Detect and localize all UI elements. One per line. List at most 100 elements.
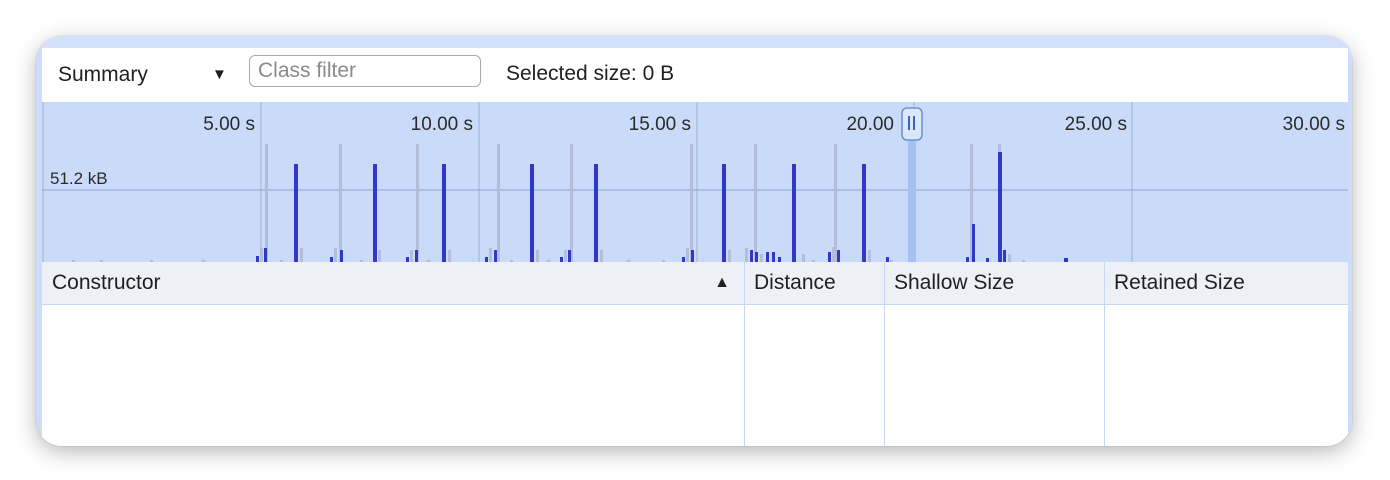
selection-range-bar [908, 140, 916, 262]
panel-right-edge [1348, 36, 1352, 446]
allocated-bar [972, 224, 975, 262]
column-header-retained-size[interactable]: Retained Size [1104, 262, 1348, 304]
column-divider[interactable] [744, 262, 745, 446]
column-header-distance[interactable]: Distance [744, 262, 884, 304]
column-label: Shallow Size [894, 271, 1015, 294]
allocated-bar [594, 164, 598, 262]
allocation-timeline-overview[interactable]: 5.00 s 10.00 s 15.00 s 20.00 25.00 s 30.… [42, 102, 1348, 262]
allocated-bar [998, 152, 1002, 262]
allocated-bar [837, 250, 840, 262]
allocated-bar [373, 164, 377, 262]
allocated-bar [986, 258, 989, 262]
allocated-bar [340, 250, 343, 262]
freed-bar [378, 250, 381, 262]
allocated-bar [828, 252, 831, 262]
freed-bar [265, 144, 268, 262]
allocated-bar [485, 257, 488, 262]
freed-bar [100, 260, 103, 262]
freed-bar [300, 248, 303, 262]
allocated-bar [766, 252, 769, 262]
column-divider[interactable] [1104, 262, 1105, 446]
freed-bar [1008, 254, 1011, 262]
triangle-up-icon[interactable]: ▲ [714, 274, 730, 291]
allocated-bar [750, 250, 753, 262]
freed-bar [1022, 260, 1025, 262]
freed-bar [832, 247, 835, 262]
freed-bar [416, 144, 419, 262]
freed-bar [760, 254, 763, 262]
grid-header: Constructor ▲ Distance Shallow Size Reta… [42, 262, 1348, 305]
allocated-bar [1064, 258, 1068, 262]
column-label: Retained Size [1114, 271, 1245, 294]
allocated-bar [778, 257, 781, 262]
column-header-constructor[interactable]: Constructor ▲ [42, 262, 744, 304]
freed-bar [686, 248, 689, 262]
allocated-bar [966, 257, 969, 262]
freed-bar [448, 250, 451, 262]
allocated-bar [691, 250, 694, 262]
column-divider[interactable] [884, 262, 885, 446]
freed-bar [564, 250, 567, 262]
freed-bar [728, 250, 731, 262]
allocated-bar [1003, 250, 1006, 262]
view-select[interactable]: Summary ▼ [52, 60, 232, 90]
freed-bar [280, 260, 283, 262]
freed-bar [150, 260, 153, 262]
freed-bar [754, 144, 757, 262]
panel-left-edge [36, 36, 42, 446]
allocated-bar [442, 164, 446, 262]
freed-bar [202, 260, 205, 262]
allocated-bar [494, 250, 497, 262]
time-label: 10.00 s [411, 114, 473, 135]
selection-range-handle[interactable] [901, 107, 923, 262]
allocated-bar [722, 164, 726, 262]
freed-bar [812, 260, 815, 262]
freed-bar [662, 260, 665, 262]
allocated-bar [560, 257, 563, 262]
freed-bar [334, 248, 337, 262]
panel-top-edge [36, 36, 1352, 48]
allocated-bar [264, 248, 267, 262]
handle-grip [908, 116, 910, 130]
time-label: 15.00 s [629, 114, 691, 135]
time-label: 20.00 [846, 114, 894, 135]
allocated-bar [886, 257, 889, 262]
size-scale-label: 51.2 kB [50, 169, 108, 188]
freed-bar [489, 248, 492, 262]
objects-data-grid: Constructor ▲ Distance Shallow Size Reta… [42, 262, 1348, 446]
allocated-bar [772, 252, 775, 262]
allocated-bar [755, 252, 758, 262]
freed-bar [72, 260, 75, 262]
freed-bar [547, 260, 550, 262]
freed-bar [802, 254, 805, 262]
allocated-bar [294, 164, 298, 262]
freed-bar [745, 248, 748, 262]
allocated-bar [330, 257, 333, 262]
allocated-bar [568, 250, 571, 262]
column-label: Distance [754, 271, 836, 294]
selected-size-text: Selected size: 0 B [506, 62, 675, 85]
allocated-bar [682, 257, 685, 262]
dropdown-arrow-icon: ▼ [212, 66, 227, 83]
freed-bar [260, 248, 263, 262]
allocated-bar [530, 164, 534, 262]
view-select-value: Summary [58, 63, 148, 86]
allocated-bar [792, 164, 796, 262]
pause-bars-icon[interactable] [901, 107, 923, 141]
freed-bar [600, 250, 603, 262]
freed-bar [427, 260, 430, 262]
class-filter-input[interactable] [249, 55, 481, 87]
freed-bar [536, 250, 539, 262]
freed-bar [497, 144, 500, 262]
heap-profiler-panel: Summary ▼ Selected size: 0 B 5.00 s 10.0… [36, 36, 1352, 446]
column-label: Constructor [52, 271, 161, 294]
time-label: 5.00 s [203, 114, 255, 135]
freed-bar [970, 144, 973, 262]
toolbar: Summary ▼ Selected size: 0 B [42, 48, 1348, 102]
freed-bar [360, 260, 363, 262]
handle-grip [913, 116, 915, 130]
freed-bar [690, 144, 693, 262]
column-header-shallow-size[interactable]: Shallow Size [884, 262, 1104, 304]
freed-bar [410, 250, 413, 262]
allocated-bar [406, 257, 409, 262]
